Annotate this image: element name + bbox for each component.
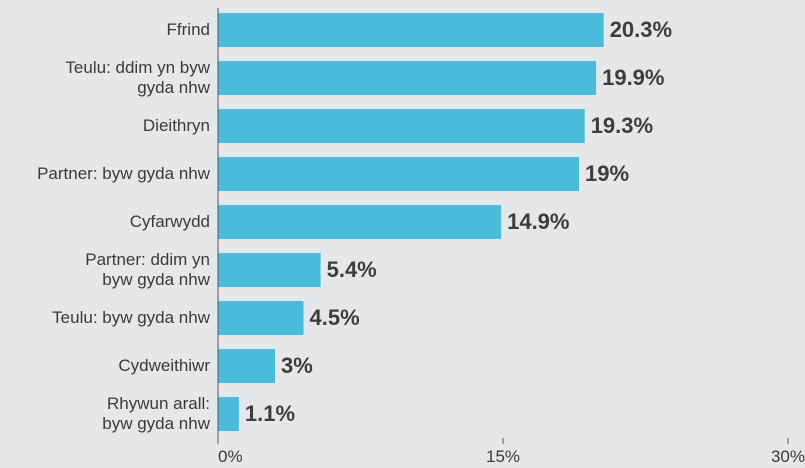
bar bbox=[218, 349, 275, 383]
category-label: Partner: byw gyda nhw bbox=[37, 164, 210, 183]
category-label: Cyfarwydd bbox=[129, 212, 210, 231]
bar bbox=[218, 61, 597, 95]
value-label: 4.5% bbox=[310, 305, 360, 330]
bar bbox=[218, 205, 502, 239]
bar bbox=[218, 301, 304, 335]
x-tick-label: 0% bbox=[218, 447, 243, 466]
value-label: 19.9% bbox=[602, 65, 664, 90]
category-label: Dieithryn bbox=[142, 116, 210, 135]
category-label: Rhywun arall: byw gyda nhw bbox=[102, 394, 210, 433]
bar bbox=[218, 253, 321, 287]
bar bbox=[218, 13, 604, 47]
value-label: 3% bbox=[281, 353, 313, 378]
value-label: 19% bbox=[585, 161, 629, 186]
x-tick-label: 30% bbox=[771, 447, 805, 466]
category-label: Ffrind bbox=[166, 20, 210, 39]
value-label: 19.3% bbox=[591, 113, 653, 138]
bar bbox=[218, 397, 239, 431]
bar bbox=[218, 157, 579, 191]
bar bbox=[218, 109, 585, 143]
value-label: 14.9% bbox=[507, 209, 569, 234]
category-label: Cydweithiwr bbox=[118, 356, 210, 375]
value-label: 5.4% bbox=[327, 257, 377, 282]
category-label: Teulu: byw gyda nhw bbox=[52, 308, 210, 327]
category-label: Teulu: ddim yn byw gyda nhw bbox=[65, 58, 210, 97]
category-label: Partner: ddim yn byw gyda nhw bbox=[85, 250, 210, 289]
value-label: 20.3% bbox=[610, 17, 672, 42]
value-label: 1.1% bbox=[245, 401, 295, 426]
x-tick-label: 15% bbox=[486, 447, 520, 466]
